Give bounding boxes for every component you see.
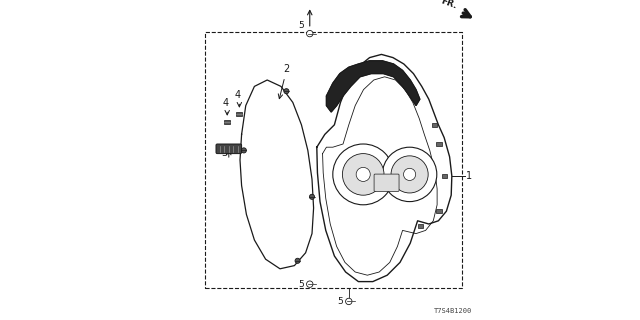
- Text: 3: 3: [221, 148, 227, 158]
- Text: 1: 1: [466, 171, 472, 181]
- Circle shape: [307, 281, 313, 287]
- Polygon shape: [240, 80, 314, 269]
- Bar: [432, 123, 437, 127]
- Circle shape: [383, 147, 437, 202]
- Circle shape: [404, 168, 416, 180]
- Text: T7S4B1200: T7S4B1200: [434, 308, 472, 314]
- Circle shape: [310, 194, 315, 199]
- Bar: [442, 174, 447, 178]
- FancyBboxPatch shape: [216, 144, 242, 154]
- Bar: [419, 224, 424, 228]
- Bar: [436, 209, 442, 213]
- Text: 4: 4: [223, 98, 228, 108]
- Circle shape: [356, 167, 370, 181]
- Circle shape: [342, 154, 384, 195]
- Polygon shape: [317, 54, 452, 282]
- Circle shape: [307, 30, 313, 37]
- Circle shape: [241, 148, 246, 153]
- Circle shape: [295, 258, 300, 263]
- Text: 4: 4: [235, 90, 241, 100]
- Bar: [225, 120, 230, 124]
- Text: 5: 5: [337, 297, 343, 306]
- Text: 5: 5: [298, 280, 304, 289]
- FancyBboxPatch shape: [374, 174, 399, 191]
- Text: FR.: FR.: [440, 0, 458, 10]
- Circle shape: [346, 298, 352, 305]
- Bar: [436, 142, 442, 146]
- Circle shape: [333, 144, 394, 205]
- Text: 5: 5: [298, 21, 304, 30]
- Circle shape: [284, 89, 289, 94]
- Text: 2: 2: [284, 64, 289, 74]
- Polygon shape: [326, 61, 420, 112]
- Bar: [205, 32, 462, 288]
- Bar: [237, 112, 243, 116]
- Circle shape: [391, 156, 428, 193]
